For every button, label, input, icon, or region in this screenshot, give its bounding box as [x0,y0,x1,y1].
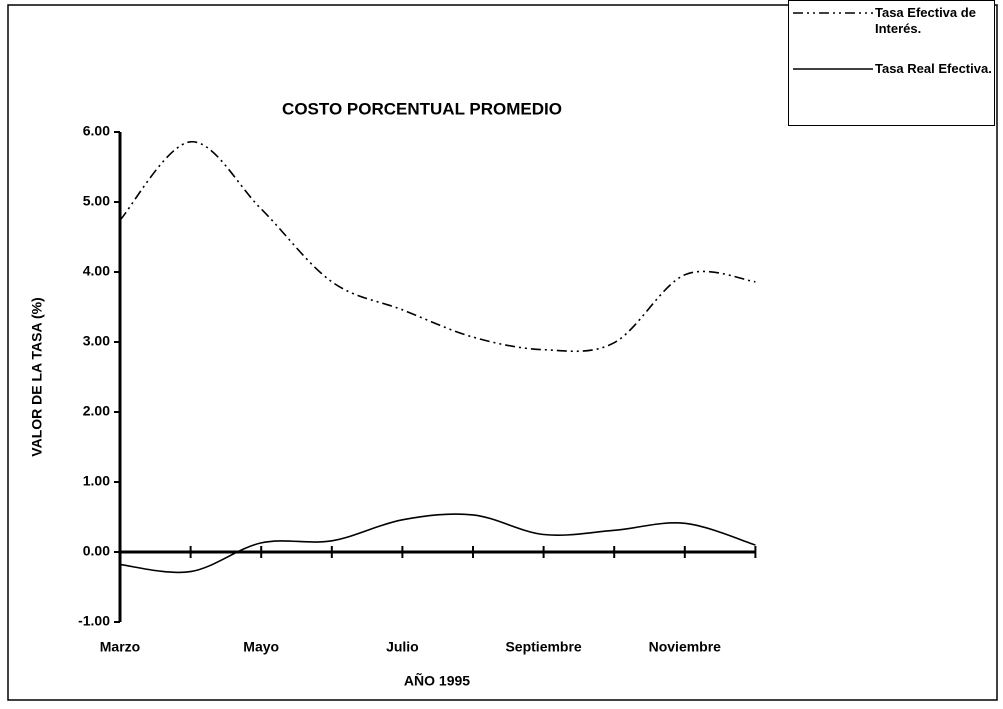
line-series [119,140,756,353]
y-tick-label: 0.00 [83,543,110,559]
x-tick-label: Mayo [243,639,279,655]
legend-label: Tasa Efectiva de Interés. [875,5,976,36]
legend-swatch [793,12,873,14]
frame [7,4,998,701]
y-tick-label: 4.00 [83,263,110,279]
legend-swatch [793,68,873,70]
x-axis-label: AÑO 1995 [404,672,470,689]
legend-label: Tasa Real Efectiva. [875,61,992,76]
y-tick-label: 6.00 [83,123,110,139]
y-tick-label: 1.00 [83,473,110,489]
legend: Tasa Efectiva de Interés. Tasa Real Efect… [788,0,995,126]
y-tick-label: 2.00 [83,403,110,419]
x-tick-label: Julio [386,639,419,655]
x-tick-label: Septiembre [505,639,581,655]
x-tick-label: Marzo [100,639,140,655]
y-tick-label: 3.00 [83,333,110,349]
chart-title: COSTO PORCENTUAL PROMEDIO [282,99,562,118]
y-tick-label: -1.00 [78,613,110,629]
line-series [119,513,756,574]
y-tick-label: 5.00 [83,193,110,209]
y-axis-label: VALOR DE LA TASA (%) [29,297,45,456]
x-tick-label: Noviembre [649,639,722,655]
